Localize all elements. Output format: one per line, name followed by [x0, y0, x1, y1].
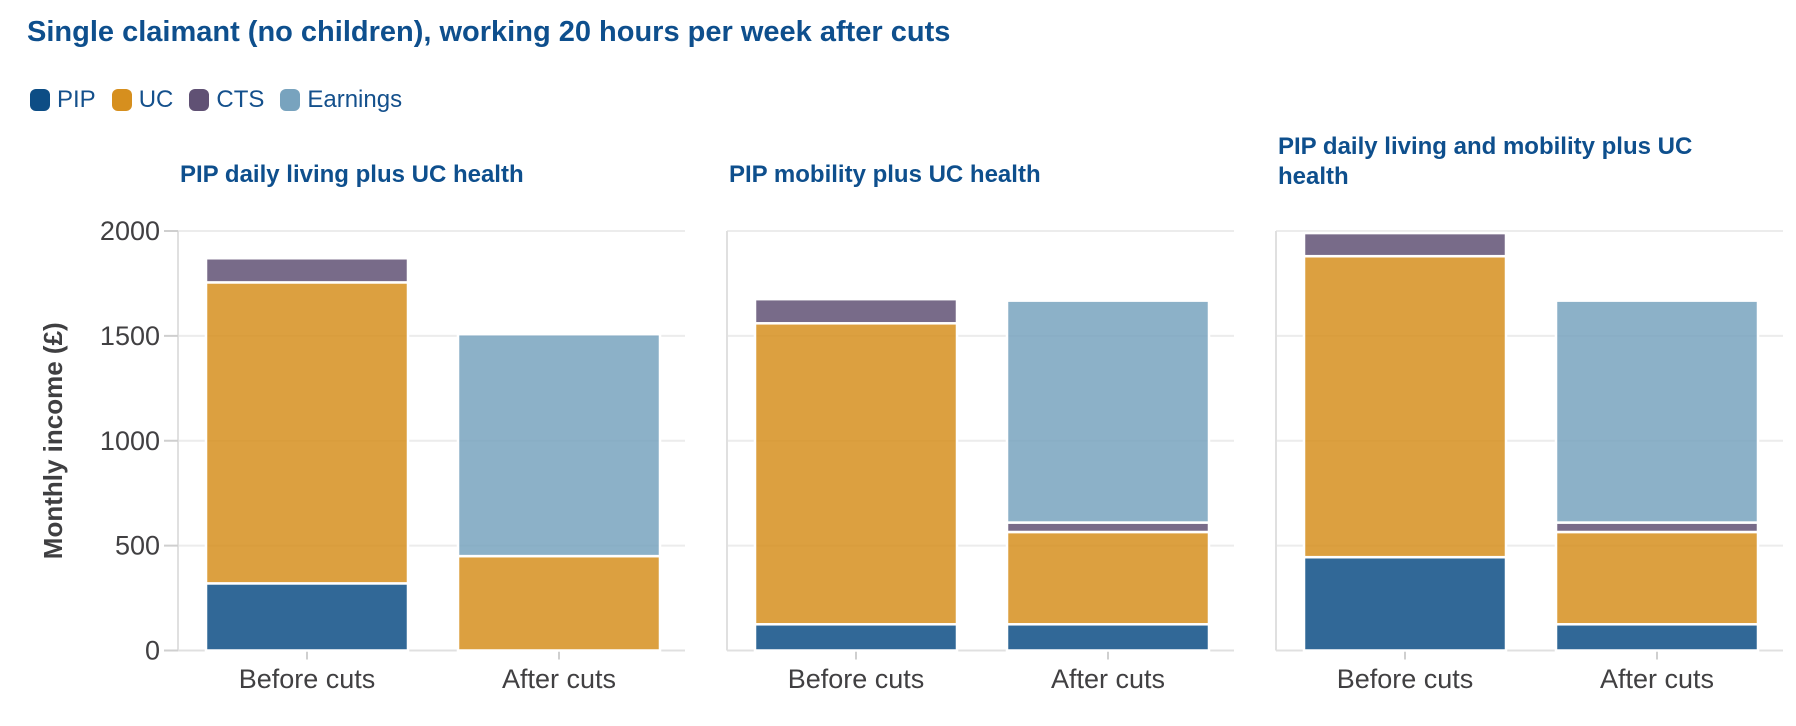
panel-2: PIP daily living and mobility plus UC hea… [1275, 133, 1783, 694]
panel-subtitle: health [1278, 163, 1349, 190]
x-tick-label: After cuts [1051, 664, 1165, 694]
legend-item-uc: UC [111, 86, 174, 113]
bar-segment-uc [1302, 254, 1508, 559]
legend: PIP UC CTS Earnings [30, 88, 418, 112]
bar-segment-pip [204, 582, 410, 652]
bar-segment-uc [204, 281, 410, 585]
legend-item-cts: CTS [189, 88, 264, 112]
y-axis-title: Monthly income (£) [38, 322, 68, 559]
y-tick-label: 500 [115, 531, 160, 561]
x-tick-label: Before cuts [788, 664, 925, 694]
panel-subtitle: PIP daily living and mobility plus UC [1278, 133, 1692, 160]
bar-segment-earnings [456, 332, 662, 558]
x-tick-label: After cuts [1600, 664, 1714, 694]
bar-segment-pip [1302, 555, 1508, 652]
bar-segment-earnings [1005, 299, 1211, 524]
chart-title: Single claimant (no children), working 2… [27, 16, 951, 48]
legend-label: PIP [57, 86, 96, 113]
bar-segment-cts [753, 297, 959, 325]
bar-segment-cts [1554, 521, 1760, 534]
legend-item-pip: PIP [30, 88, 96, 112]
bar-segment-earnings [1554, 299, 1760, 524]
bar-segment-uc [1005, 530, 1211, 626]
panel-subtitle: PIP daily living plus UC health [180, 161, 524, 188]
panel-0: PIP daily living plus UC health Before cu… [38, 161, 685, 694]
x-tick-label: After cuts [502, 664, 616, 694]
x-tick-label: Before cuts [1337, 664, 1474, 694]
bar-segment-cts [204, 257, 410, 284]
bar-segment-cts [1005, 521, 1211, 534]
y-tick-label: 2000 [100, 216, 160, 246]
y-tick-label: 0 [145, 636, 160, 666]
bar-segment-pip [1005, 623, 1211, 652]
legend-label: CTS [216, 86, 265, 113]
legend-label: Earnings [307, 86, 403, 113]
bar-segment-cts [1302, 231, 1508, 258]
bar-segment-uc [753, 322, 959, 626]
legend-item-earnings: Earnings [280, 88, 402, 112]
pip-color-swatch [30, 89, 50, 111]
panel-subtitle: PIP mobility plus UC health [729, 161, 1041, 188]
cts-color-swatch [189, 89, 210, 111]
panel-1: PIP mobility plus UC health Before cuts Af… [726, 161, 1234, 694]
bar-segment-uc [1554, 530, 1760, 626]
bar-segment-uc [456, 554, 662, 652]
x-tick-label: Before cuts [239, 664, 376, 694]
y-tick-label: 1500 [100, 321, 160, 351]
bar-segment-pip [753, 623, 959, 652]
y-tick-label: 1000 [100, 426, 160, 456]
earnings-color-swatch [280, 89, 301, 111]
legend-label: UC [138, 86, 174, 113]
bar-segment-pip [1554, 623, 1760, 652]
uc-color-swatch [111, 89, 132, 111]
